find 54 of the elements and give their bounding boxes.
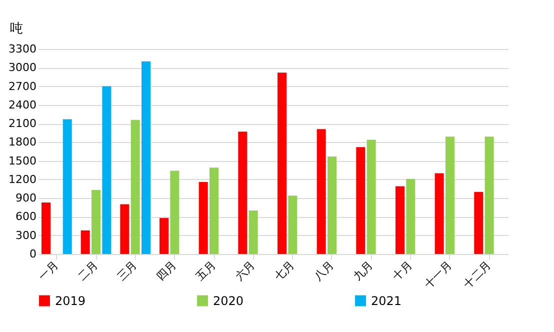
bar [406,178,416,254]
bar [160,218,168,254]
bar [198,182,208,254]
x-tick-label: 八月 [311,258,336,284]
y-tick-label: 2700 [8,80,36,93]
bar [277,72,286,254]
y-tick-label: 2400 [8,98,36,112]
y-axis-title: 吨 [10,22,23,36]
y-tick-label: 2100 [8,117,36,130]
x-tick-label: 十一月 [422,258,454,292]
x-tick-label: 九月 [350,258,376,284]
bar [42,202,51,254]
x-tick-label: 六月 [232,258,258,284]
bar [356,147,366,254]
bar [248,210,258,254]
bar [238,132,248,254]
bar [484,136,494,254]
x-tick-label: 十月 [390,258,415,284]
x-tick-label: 一月 [36,258,61,284]
y-tick-label: 1500 [8,154,36,168]
legend-label: 2021 [371,294,402,308]
x-tick-label: 七月 [272,258,297,284]
x-tick-label: 二月 [76,258,100,284]
legend-label: 2019 [55,294,86,308]
bar [142,61,151,254]
bar [170,170,180,254]
y-tick-label: 600 [16,210,36,224]
bar [395,186,404,254]
y-tick-label: 300 [16,228,36,242]
legend-label: 2020 [213,294,244,308]
x-tick-label: 四月 [154,258,179,284]
y-tick-label: 1200 [8,172,36,186]
bar [102,86,112,254]
bar [92,190,101,254]
bar [130,120,140,254]
bar [288,196,298,254]
bar [210,168,219,254]
x-tick-label: 十二月 [461,258,494,292]
x-tick-label: 三月 [114,258,140,284]
y-tick-label: 1800 [8,136,36,149]
y-tick-label: 900 [16,192,36,205]
bar [62,119,72,254]
bar [434,173,444,254]
y-tick-label: 0 [30,248,36,260]
x-tick-label: 五月 [194,258,218,284]
bar [445,136,454,254]
bar [80,230,90,254]
bar [327,156,336,254]
bar [316,129,326,254]
bar [120,204,130,254]
y-tick-label: 3300 [8,42,36,56]
y-tick-label: 3000 [8,61,36,74]
bar [366,140,376,254]
bar [474,192,484,254]
